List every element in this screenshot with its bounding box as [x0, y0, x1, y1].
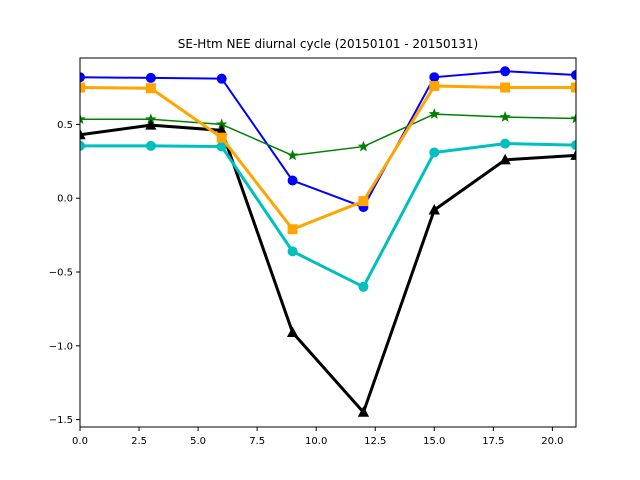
series-4-point-1 [80, 140, 85, 151]
series-1-point-7 [500, 66, 511, 77]
series-2-point-6 [428, 108, 440, 119]
series-3-point-1 [80, 128, 86, 140]
series-2-line [80, 113, 576, 157]
y-tick-label: 0.5 [57, 120, 73, 131]
x-tick-label: 7.5 [249, 436, 265, 447]
series-3-point-4 [286, 326, 299, 338]
y-axis: 0.5 0.0 −0.5 −1.0 −1.5 [49, 120, 80, 426]
series-2-point-8 [570, 112, 576, 124]
series-5-point-3 [216, 132, 227, 143]
y-tick-label: −1.0 [49, 341, 73, 352]
series-4-point-7 [500, 138, 511, 149]
series-5-point-5 [358, 196, 369, 207]
series-1-point-2 [145, 72, 156, 83]
series-4-point-2 [145, 140, 156, 151]
chart-title: SE-Htm NEE diurnal cycle (20150101 - 201… [178, 37, 478, 51]
series-2-point-4 [286, 149, 299, 161]
series-5-point-8 [571, 82, 576, 93]
y-tick-label: −1.5 [49, 415, 73, 426]
series-4-point-6 [429, 147, 440, 158]
series-1-point-4 [287, 175, 298, 186]
series-1-point-3 [216, 73, 227, 84]
x-tick-label: 5.0 [190, 436, 206, 447]
series-3 [80, 119, 576, 417]
plot-frame [79, 57, 577, 428]
series-3-point-7 [499, 153, 511, 165]
x-tick-label: 20.0 [541, 436, 563, 447]
series-3-point-6 [428, 203, 440, 215]
series-5-line [80, 84, 576, 231]
series-3-point-2 [145, 119, 157, 130]
series-2-point-5 [357, 140, 370, 152]
series-4 [80, 138, 576, 292]
series-4-point-5 [358, 281, 369, 292]
series-2-point-7 [499, 111, 511, 122]
series-5-point-4 [287, 224, 298, 235]
x-tick-label: 10.0 [305, 436, 327, 447]
y-tick-label: −0.5 [49, 268, 73, 279]
x-tick-label: 0.0 [72, 436, 88, 447]
series-1-point-8 [571, 69, 576, 80]
series-1-line [80, 70, 576, 209]
series-5 [80, 81, 576, 235]
series-5-point-2 [145, 83, 156, 94]
series-5-point-1 [80, 82, 85, 93]
x-tick-label: 12.5 [364, 436, 386, 447]
x-tick-label: 15.0 [423, 436, 445, 447]
series-1-point-1 [80, 72, 85, 83]
x-axis: 0.0 2.5 5.0 7.5 10.0 12.5 15.0 17.5 20.0 [72, 427, 564, 447]
series-3-point-8 [570, 149, 576, 160]
y-tick-label: 0.0 [57, 194, 73, 205]
series-layer [80, 66, 576, 417]
series-4-point-4 [287, 246, 298, 257]
series-3-point-5 [357, 406, 370, 417]
series-1-point-6 [429, 72, 440, 83]
x-tick-label: 2.5 [131, 436, 147, 447]
series-2-point-1 [80, 113, 86, 125]
x-tick-label: 17.5 [482, 436, 504, 447]
series-2 [80, 108, 576, 161]
series-5-point-6 [429, 81, 440, 92]
series-5-point-7 [500, 82, 511, 93]
series-4-line [80, 142, 576, 289]
series-3-line [80, 123, 576, 414]
series-4-point-8 [571, 140, 576, 151]
